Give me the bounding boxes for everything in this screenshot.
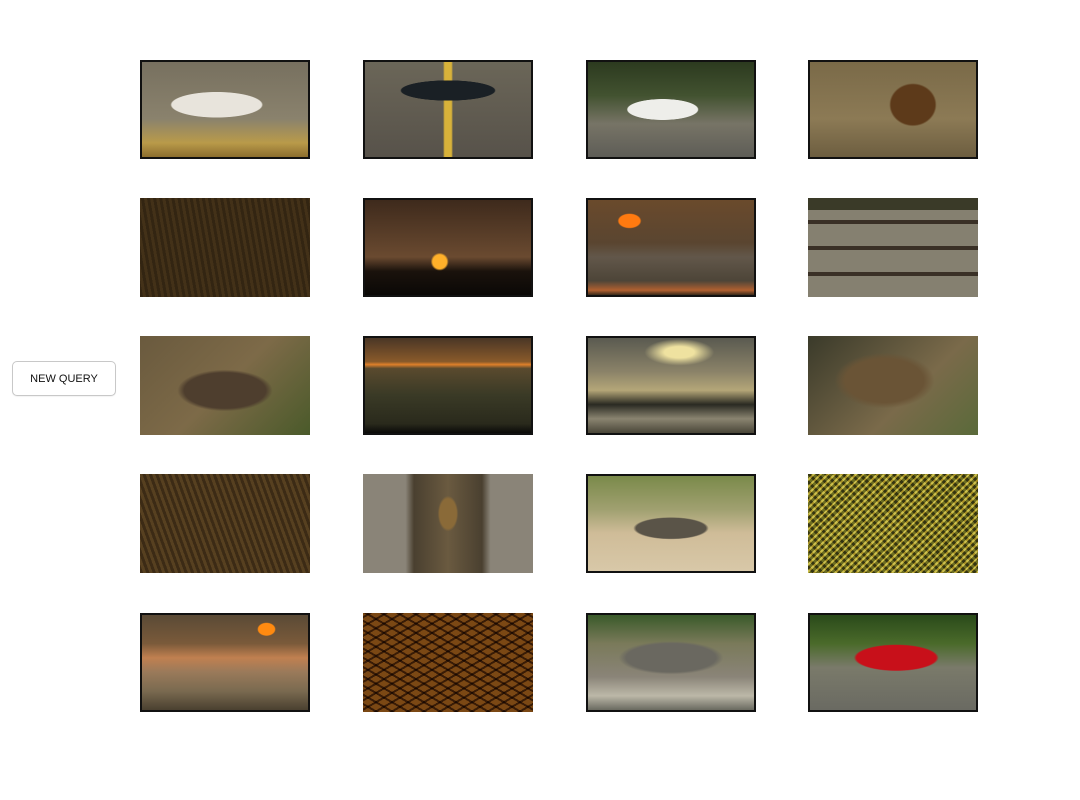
thumbnail[interactable]: [808, 60, 978, 159]
thumbnail[interactable]: [140, 198, 310, 297]
thumbnail[interactable]: [363, 198, 533, 297]
thumbnail[interactable]: [808, 613, 978, 712]
new-query-button[interactable]: NEW QUERY: [12, 361, 116, 396]
thumbnail[interactable]: [140, 613, 310, 712]
thumbnail[interactable]: [586, 474, 756, 573]
thumbnail[interactable]: [140, 60, 310, 159]
thumbnail[interactable]: [140, 336, 310, 435]
thumbnail[interactable]: [363, 613, 533, 712]
thumbnail[interactable]: [586, 336, 756, 435]
thumbnail[interactable]: [808, 198, 978, 297]
thumbnail[interactable]: [363, 474, 533, 573]
thumbnail[interactable]: [140, 474, 310, 573]
thumbnail[interactable]: [586, 613, 756, 712]
thumbnail[interactable]: [586, 60, 756, 159]
thumbnail[interactable]: [808, 474, 978, 573]
thumbnail[interactable]: [586, 198, 756, 297]
thumbnail[interactable]: [808, 336, 978, 435]
thumbnail[interactable]: [363, 60, 533, 159]
thumbnail[interactable]: [363, 336, 533, 435]
